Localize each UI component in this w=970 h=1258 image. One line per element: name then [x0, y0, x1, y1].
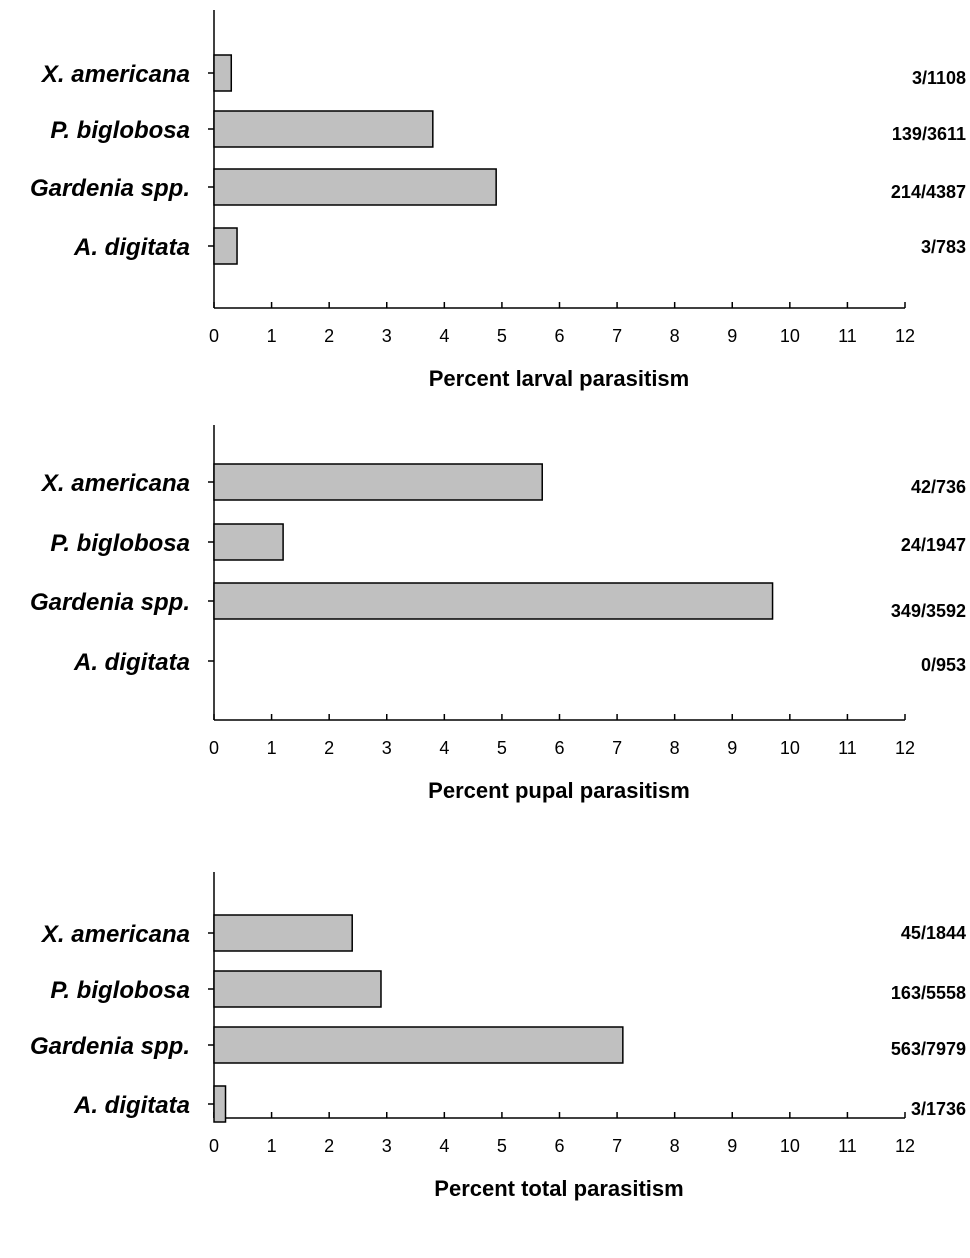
category-label: A. digitata: [73, 234, 190, 261]
x-tick-label: 4: [439, 326, 449, 346]
x-tick-label: 1: [267, 738, 277, 758]
x-tick-label: 2: [324, 1136, 334, 1156]
x-tick-label: 0: [209, 326, 219, 346]
x-tick-label: 7: [612, 326, 622, 346]
data-label: 214/4387: [891, 182, 966, 202]
data-label: 163/5558: [891, 983, 966, 1003]
x-axis-title: Percent pupal parasitism: [428, 778, 690, 803]
x-tick-label: 9: [727, 738, 737, 758]
x-tick-label: 6: [554, 326, 564, 346]
data-label: 3/783: [921, 237, 966, 257]
x-tick-label: 11: [838, 738, 857, 758]
x-tick-label: 9: [727, 326, 737, 346]
x-tick-label: 3: [382, 326, 392, 346]
x-tick-label: 7: [612, 738, 622, 758]
data-label: 45/1844: [901, 923, 966, 943]
data-label: 3/1736: [911, 1099, 966, 1119]
data-label: 349/3592: [891, 601, 966, 621]
category-label: Gardenia spp.: [30, 589, 190, 616]
data-label: 42/736: [911, 477, 966, 497]
bar: [213, 168, 497, 206]
bar: [213, 970, 382, 1008]
data-label: 563/7979: [891, 1039, 966, 1059]
category-label: X. americana: [40, 470, 190, 497]
x-tick-label: 6: [554, 738, 564, 758]
x-axis-title: Percent total parasitism: [434, 1176, 683, 1201]
bar: [213, 1026, 624, 1064]
x-tick-label: 6: [554, 1136, 564, 1156]
category-label: A. digitata: [73, 1092, 190, 1119]
category-label: X. americana: [40, 921, 190, 948]
x-tick-label: 10: [780, 738, 800, 758]
bar: [213, 582, 774, 620]
category-label: Gardenia spp.: [30, 175, 190, 202]
bar: [213, 523, 284, 561]
category-label: P. biglobosa: [50, 530, 190, 557]
x-tick-label: 10: [780, 1136, 800, 1156]
x-tick-label: 0: [209, 738, 219, 758]
data-label: 139/3611: [892, 124, 966, 144]
x-tick-label: 1: [267, 326, 277, 346]
x-tick-label: 7: [612, 1136, 622, 1156]
x-tick-label: 8: [670, 1136, 680, 1156]
x-tick-label: 5: [497, 738, 507, 758]
x-tick-label: 11: [838, 326, 857, 346]
x-tick-label: 12: [895, 738, 915, 758]
x-tick-label: 12: [895, 1136, 915, 1156]
x-tick-label: 0: [209, 1136, 219, 1156]
bar: [213, 914, 353, 952]
x-tick-label: 12: [895, 326, 915, 346]
category-label: A. digitata: [73, 649, 190, 676]
x-tick-label: 2: [324, 326, 334, 346]
data-label: 0/953: [921, 655, 966, 675]
x-tick-label: 8: [670, 738, 680, 758]
x-tick-label: 8: [670, 326, 680, 346]
bar: [213, 110, 434, 148]
bar: [213, 227, 238, 265]
bar: [213, 463, 543, 501]
x-tick-label: 4: [439, 1136, 449, 1156]
x-tick-label: 1: [267, 1136, 277, 1156]
category-label: P. biglobosa: [50, 117, 190, 144]
category-label: P. biglobosa: [50, 977, 190, 1004]
category-label: X. americana: [40, 61, 190, 88]
x-tick-label: 9: [727, 1136, 737, 1156]
x-axis-title: Percent larval parasitism: [429, 366, 689, 391]
x-tick-label: 2: [324, 738, 334, 758]
x-tick-label: 11: [838, 1136, 857, 1156]
x-tick-label: 5: [497, 1136, 507, 1156]
x-tick-label: 5: [497, 326, 507, 346]
x-tick-label: 3: [382, 1136, 392, 1156]
data-label: 3/1108: [912, 68, 966, 88]
x-tick-label: 3: [382, 738, 392, 758]
x-tick-label: 4: [439, 738, 449, 758]
x-tick-label: 10: [780, 326, 800, 346]
bar: [213, 1085, 227, 1123]
category-label: Gardenia spp.: [30, 1033, 190, 1060]
data-label: 24/1947: [901, 535, 966, 555]
bar: [213, 54, 233, 92]
